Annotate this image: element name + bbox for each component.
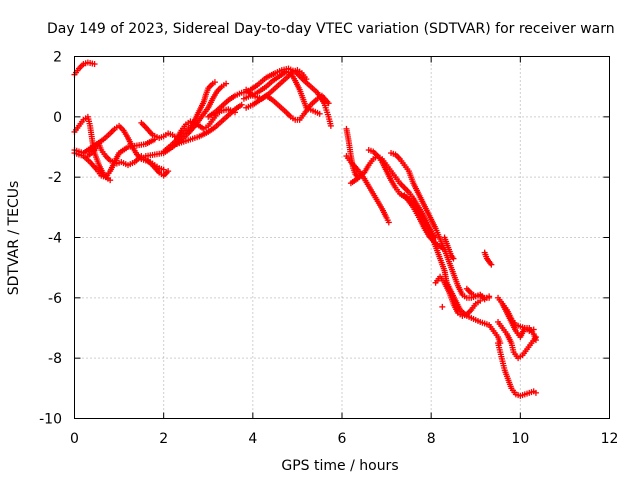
data-point [450, 255, 457, 262]
x-tick-label: 6 [338, 431, 347, 447]
x-tick-label: 0 [70, 431, 79, 447]
data-points [71, 59, 539, 399]
data-point [316, 110, 323, 117]
data-point [165, 168, 172, 175]
x-tick-label: 8 [427, 431, 436, 447]
y-tick-label: 2 [53, 50, 62, 66]
grid [74, 56, 610, 419]
y-tick-label: -6 [48, 291, 62, 307]
data-point [530, 326, 537, 333]
data-point [532, 389, 539, 396]
x-axis-title: GPS time / hours [281, 458, 398, 474]
data-point [488, 261, 495, 268]
data-point [91, 61, 98, 68]
y-tick-labels: -10 -8 -6 -4 -2 0 2 [39, 50, 62, 428]
chart-title: Day 149 of 2023, Sidereal Day-to-day VTE… [47, 21, 615, 37]
data-point [303, 76, 310, 83]
data-point [160, 166, 167, 173]
x-tick-label: 10 [511, 431, 529, 447]
data-point [327, 122, 334, 129]
data-point [486, 293, 493, 300]
y-tick-label: -10 [39, 412, 62, 428]
data-point [325, 100, 332, 107]
y-tick-label: -8 [48, 351, 62, 367]
y-tick-label: -2 [48, 170, 62, 186]
data-point [477, 297, 484, 304]
y-tick-label: -4 [48, 231, 62, 247]
data-point [211, 79, 218, 86]
data-point [439, 303, 446, 310]
y-tick-label: 0 [53, 110, 62, 126]
data-point [385, 219, 392, 226]
x-tick-labels: 0 2 4 6 8 10 12 [70, 431, 618, 447]
x-tick-label: 12 [601, 431, 619, 447]
data-point [238, 101, 245, 108]
data-point [107, 177, 114, 184]
data-point [532, 334, 539, 341]
plot-frame [74, 56, 610, 419]
x-tick-label: 4 [248, 431, 257, 447]
y-axis-title: SDTVAR / TECUs [6, 181, 22, 296]
x-tick-label: 2 [159, 431, 168, 447]
data-point [223, 80, 230, 87]
